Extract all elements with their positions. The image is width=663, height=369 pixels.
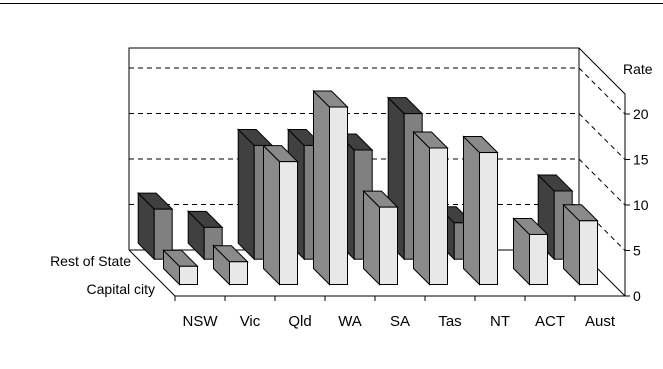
bar-front — [329, 106, 348, 285]
category-label: Vic — [240, 313, 261, 330]
bar-capital-city — [362, 189, 399, 286]
category-label: ACT — [535, 313, 565, 330]
gridline-side — [578, 67, 626, 115]
y-tick-label: 10 — [633, 197, 649, 213]
y-tick-label: 15 — [633, 152, 649, 168]
bar-side — [313, 89, 330, 286]
floor-left-edge — [128, 249, 176, 297]
bar-capital-city — [412, 130, 449, 286]
bar-front — [279, 161, 298, 285]
gridline-side — [578, 158, 626, 206]
bar-front — [229, 261, 248, 285]
bar-side — [413, 130, 430, 286]
bar-side — [263, 144, 280, 286]
bar-front — [479, 152, 498, 285]
bar-rest-of-state — [136, 191, 174, 261]
category-label: Tas — [438, 313, 461, 330]
bar-front — [529, 233, 548, 285]
labels: 0 5 10 15 20 Rate NSW Vic Qld WA SA Tas NT ACT Aust Res… — [50, 61, 653, 330]
gridline-side — [578, 113, 626, 160]
category-label: WA — [338, 313, 362, 330]
bar-front — [379, 206, 398, 285]
bar-capital-city — [312, 89, 349, 286]
y-tick-label: 0 — [633, 288, 641, 304]
bar-front — [429, 147, 448, 285]
bar-capital-city — [162, 249, 199, 286]
bar-front — [179, 265, 198, 285]
category-label: NT — [490, 313, 510, 330]
category-label: Qld — [288, 313, 311, 330]
category-label: SA — [390, 313, 410, 330]
bar-capital-city — [562, 203, 599, 286]
top-rule — [0, 3, 663, 4]
bar-side — [237, 128, 255, 261]
bar-capital-city — [512, 217, 549, 286]
series-label-rest-of-state: Rest of State — [50, 253, 131, 269]
bar-capital-city — [462, 135, 499, 286]
bar-capital-city — [262, 144, 299, 286]
y-tick-label: 5 — [633, 243, 641, 259]
series-label-capital-city: Capital city — [87, 281, 155, 297]
category-label: Aust — [585, 313, 616, 330]
bar-front — [579, 220, 598, 286]
bars — [136, 89, 599, 286]
y-tick-label: 20 — [633, 106, 649, 122]
category-label: NSW — [183, 313, 219, 330]
y-axis-label: Rate — [623, 61, 653, 77]
bar-side — [463, 135, 480, 286]
bar-capital-city — [212, 244, 249, 286]
